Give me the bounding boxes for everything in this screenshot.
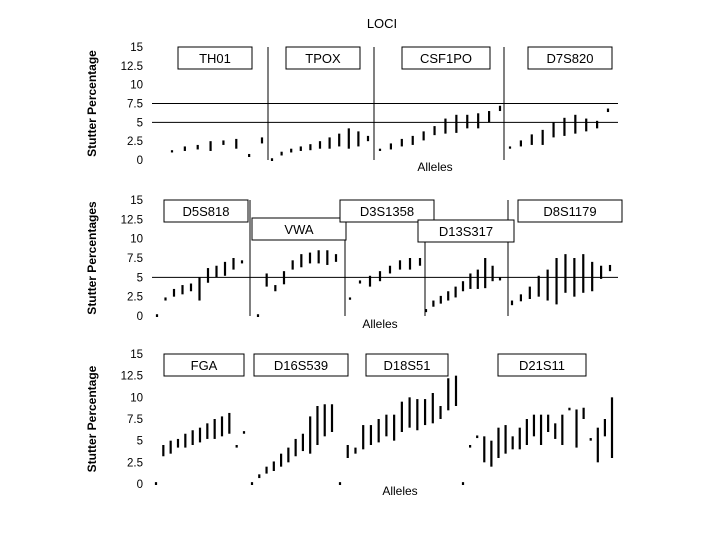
locus-label: TH01 [199,51,231,66]
panel-2: Stutter Percentages 0 2.5 5 7.5 10 12.5 15 D5S81… [85,195,623,331]
y-tick-label: 5 [137,436,143,448]
locus-label-box [401,46,491,70]
locus-th01: TH01 [170,46,264,157]
locus-d3s1358: D3S1358 [339,199,435,300]
locus-label-box [417,219,515,243]
y-tick-label: 12.5 [121,61,143,73]
locus-label: TPOX [305,51,341,66]
x-axis-label: Alleles [417,160,452,174]
y-tick-label: 0 [137,155,143,167]
y-tick-label: 15 [130,195,143,207]
panel-1: Stutter Percentage 0 2.5 5 7.5 10 12.5 15 TH01 TP… [85,42,618,174]
y-axis-label: Stutter Percentage [85,365,99,472]
locus-label: D16S539 [274,358,328,373]
y-tick-label: 7.5 [127,253,143,265]
locus-d13s317: D13S317 [417,219,515,313]
y-tick-label: 2.5 [127,292,143,304]
locus-label: D18S51 [384,358,431,373]
y-axis-label: Stutter Percentage [85,50,99,157]
y-tick-label: 12.5 [121,371,143,383]
y-tick-label: 5 [137,117,143,129]
y-tick-label: 10 [130,392,143,404]
locus-tpox: TPOX [270,46,370,161]
y-tick-label: 0 [137,311,143,323]
locus-label: D8S1179 [543,204,596,219]
locus-label-box [177,46,253,70]
y-tick-label: 12.5 [121,214,143,226]
y-tick-label: 7.5 [127,414,143,426]
panel-3: Stutter Percentage 0 2.5 5 7.5 10 12.5 15 FGA D16… [85,349,614,498]
figure-title: LOCI [367,16,397,31]
locus-d16s539: D16S539 [250,353,349,485]
locus-d5s818: D5S818 [155,199,249,317]
locus-fga: FGA [154,353,246,485]
locus-label-box [251,217,347,241]
x-axis-label: Alleles [382,484,417,498]
locus-d18s51: D18S51 [338,353,458,485]
locus-label-box [163,199,249,223]
locus-label-box [339,199,435,223]
locus-label-box [253,353,349,377]
locus-label-box [285,46,361,70]
locus-label: D13S317 [439,224,493,239]
locus-label: D21S11 [519,358,565,373]
locus-d7s820: D7S820 [508,46,613,149]
y-tick-label: 5 [137,272,143,284]
y-tick-label: 10 [130,234,143,246]
y-axis-label: Stutter Percentages [85,201,99,315]
y-tick-label: 15 [130,349,143,361]
locus-label-box [517,199,623,223]
locus-label-box [527,46,613,70]
locus-label: CSF1PO [420,51,472,66]
y-tick-label: 15 [130,42,143,54]
locus-label: D3S1358 [360,204,414,219]
x-axis-label: Alleles [362,317,397,331]
locus-label-box [497,353,587,377]
locus-label: VWA [284,222,313,237]
locus-label: FGA [191,358,218,373]
locus-label-box [365,353,449,377]
y-tick-label: 7.5 [127,99,143,111]
locus-label: D5S818 [183,204,230,219]
y-tick-label: 2.5 [127,457,143,469]
locus-d21s11: D21S11 [461,353,614,485]
locus-csf1po: CSF1PO [378,46,502,151]
locus-label: D7S820 [547,51,594,66]
y-tick-label: 2.5 [127,136,143,148]
locus-d8s1179: D8S1179 [510,199,623,306]
locus-label-box [163,353,245,377]
y-tick-label: 0 [137,479,143,491]
y-tick-label: 10 [130,80,143,92]
locus-vwa: VWA [251,217,347,317]
